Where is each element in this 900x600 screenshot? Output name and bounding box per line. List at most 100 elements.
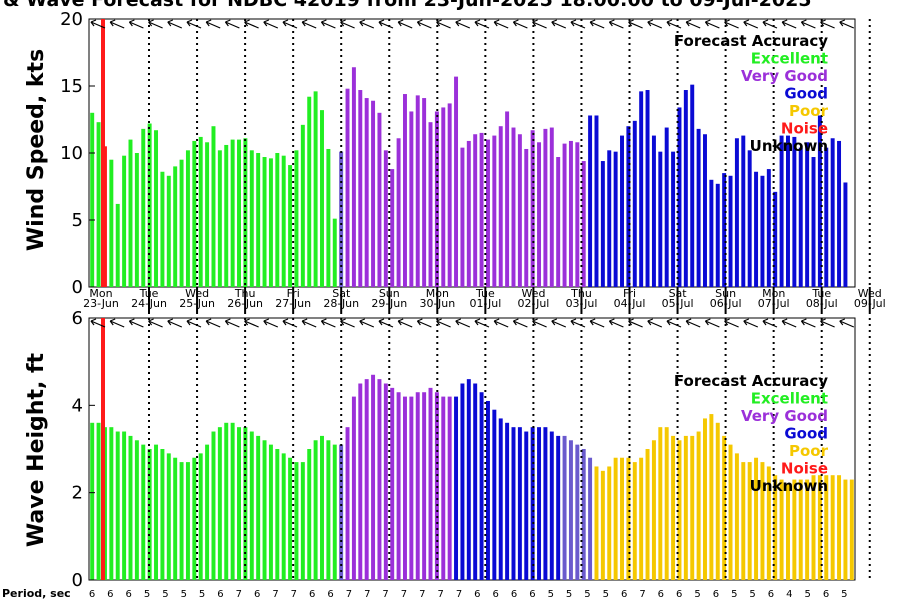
wave-bar	[371, 374, 376, 580]
wind-bar	[703, 134, 707, 287]
wave-legend-item: Poor	[789, 442, 829, 460]
wave-bar	[709, 414, 714, 580]
wave-bar	[166, 453, 171, 580]
wind-bar	[517, 134, 522, 287]
wave-bar	[409, 396, 414, 580]
wave-height-ylabel: Wave Height, ft	[24, 352, 49, 547]
wave-bar	[230, 422, 235, 580]
wave-bar	[364, 379, 369, 580]
wind-bar	[122, 155, 127, 287]
wind-bar	[760, 175, 765, 287]
wave-bar	[485, 400, 490, 580]
wind-wind-arrow	[762, 19, 778, 29]
wind-bar	[275, 153, 280, 287]
wind-bar	[422, 98, 427, 287]
wave-bar	[779, 479, 784, 580]
period-value: 6	[768, 589, 774, 600]
wave-legend-item: Excellent	[751, 390, 828, 408]
wave-wind-arrow	[820, 318, 835, 328]
wind-legend-heading: Forecast Accuracy	[674, 32, 828, 50]
wave-ytick-label: 6	[72, 308, 83, 329]
period-value: 5	[841, 589, 847, 600]
wind-bar	[709, 179, 714, 287]
wave-bar	[613, 457, 618, 580]
wind-bar	[371, 100, 376, 288]
wind-bar	[664, 127, 669, 287]
wave-bar	[300, 462, 305, 580]
period-value: 6	[254, 589, 260, 600]
wind-bar	[351, 67, 356, 288]
wind-bar	[830, 138, 835, 287]
wave-bar	[454, 396, 459, 580]
wave-ytick-label: 0	[72, 570, 83, 591]
wind-bar	[339, 151, 344, 287]
wave-legend-item: Very Good	[741, 407, 828, 425]
wind-bar	[268, 158, 273, 287]
wave-legend-item: Good	[784, 425, 828, 443]
wind-wind-arrow	[340, 19, 355, 29]
period-value: 6	[474, 589, 480, 600]
wave-wind-arrow	[608, 318, 624, 328]
wave-bar	[524, 431, 529, 580]
wave-wind-arrow	[762, 318, 778, 328]
wind-bar	[498, 126, 503, 287]
wind-bar	[581, 161, 586, 287]
wind-bar	[613, 151, 618, 287]
wave-bar	[307, 449, 312, 580]
wave-wind-arrow	[416, 318, 432, 328]
wind-bar	[128, 139, 133, 287]
wind-bar	[173, 166, 178, 287]
wind-bar	[620, 135, 624, 287]
wind-wind-arrow	[704, 19, 720, 29]
wave-bar	[115, 431, 120, 580]
period-value: 7	[639, 589, 645, 600]
wave-bar	[268, 444, 273, 580]
wind-wind-arrow	[167, 19, 183, 29]
wind-bar	[288, 165, 293, 287]
period-value: 6	[126, 589, 132, 600]
wind-bar	[294, 150, 299, 287]
wind-bar	[537, 142, 542, 287]
wind-bar	[185, 150, 190, 287]
wave-wind-arrow	[167, 318, 183, 328]
wave-bar	[492, 409, 497, 580]
wind-bar	[166, 175, 171, 287]
wind-bar	[364, 98, 369, 287]
period-value: 7	[437, 589, 443, 600]
wave-wind-arrow	[532, 318, 547, 328]
wave-bar	[403, 396, 407, 580]
wind-bar	[390, 169, 395, 287]
wind-bar	[741, 135, 746, 287]
wave-bar	[843, 479, 848, 580]
wave-bar	[198, 453, 203, 580]
wave-bar	[747, 462, 752, 580]
wind-wind-arrow	[244, 19, 259, 29]
wind-bar	[658, 151, 663, 287]
wind-bar	[524, 148, 529, 287]
period-value: 7	[364, 589, 370, 600]
wind-bar	[492, 135, 497, 287]
wind-bar	[671, 151, 676, 287]
wave-bar	[639, 457, 644, 580]
wave-bar	[817, 475, 822, 580]
wind-wind-arrow	[186, 19, 202, 29]
wave-bar	[626, 457, 631, 580]
wave-bar	[505, 422, 510, 580]
wave-bar	[422, 392, 427, 580]
period-value: 5	[603, 589, 609, 600]
wind-bar	[607, 150, 612, 287]
wave-bar	[320, 435, 324, 580]
wave-bar	[651, 440, 656, 580]
wave-wind-arrow	[397, 318, 413, 328]
wave-wind-arrow	[666, 318, 682, 328]
wind-legend-item: Unknown	[750, 137, 828, 155]
wind-bar	[205, 142, 210, 287]
wind-bar	[383, 150, 388, 287]
wave-bar	[205, 444, 210, 580]
period-value: 5	[584, 589, 590, 600]
wind-wind-arrow	[800, 19, 816, 29]
wave-bar	[396, 392, 401, 580]
wave-bar	[428, 387, 433, 580]
wave-wind-arrow	[186, 318, 202, 328]
wind-wind-arrow	[839, 19, 855, 29]
